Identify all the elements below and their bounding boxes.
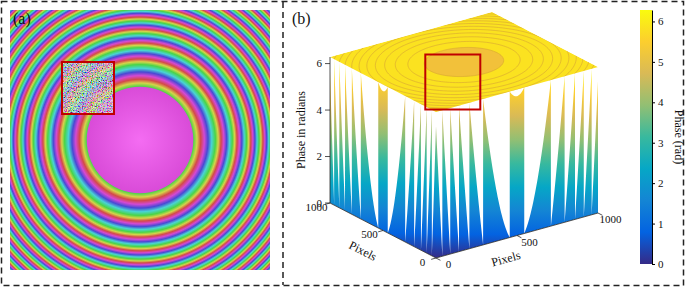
z-tick bbox=[325, 156, 330, 157]
x-tick bbox=[436, 258, 440, 260]
phase-ring bbox=[48, 48, 233, 233]
figure: (a)05001000050010000246PixelsPixelsPhase… bbox=[0, 0, 685, 287]
colorbar-tick-mark bbox=[652, 21, 655, 22]
highlight-box bbox=[62, 62, 114, 114]
surface-ring bbox=[375, 29, 552, 94]
colorbar-tick: 3 bbox=[652, 137, 664, 149]
surface-ring bbox=[395, 37, 532, 87]
colorbar-tick: 6 bbox=[652, 15, 664, 27]
surface-top-rings bbox=[327, 12, 602, 113]
colorbar-tick-mark bbox=[652, 264, 655, 265]
colorbar-tick: 1 bbox=[652, 218, 664, 230]
surface-ring bbox=[339, 16, 590, 108]
colorbar-tick-label: 1 bbox=[658, 218, 664, 230]
image-background bbox=[10, 10, 270, 270]
phase-ring bbox=[10, 10, 270, 270]
colorbar-tick: 5 bbox=[652, 56, 664, 68]
z-tick-label: 4 bbox=[317, 104, 323, 116]
z-tick bbox=[325, 203, 330, 204]
z-axis-line bbox=[330, 57, 331, 203]
phase-ring bbox=[33, 33, 246, 246]
colorbar-title: Phase (rad) bbox=[672, 110, 685, 164]
x-tick-label: 1000 bbox=[599, 213, 622, 225]
colorbar-tick-mark bbox=[652, 143, 655, 144]
phase-ring bbox=[10, 10, 270, 270]
colorbar-axis: 0 1 2 3 4 5 6 bbox=[652, 11, 664, 271]
phase-ring bbox=[21, 21, 259, 259]
z-tick bbox=[325, 110, 330, 111]
colorbar-tick-label: 0 bbox=[658, 258, 664, 270]
phase-ring bbox=[10, 10, 270, 270]
panel-label: (a) bbox=[13, 10, 31, 28]
surface-ring bbox=[332, 14, 595, 111]
x-tick-label: 0 bbox=[446, 258, 452, 270]
surface-ring bbox=[359, 23, 569, 100]
surface-top bbox=[330, 12, 598, 112]
z-tick-label: 2 bbox=[317, 150, 323, 162]
colorbar-tick-label: 3 bbox=[658, 137, 664, 149]
y-axis-title: Pixels bbox=[347, 238, 380, 264]
y-tick bbox=[378, 231, 383, 232]
phase-ring bbox=[10, 10, 270, 270]
y-tick-label: 500 bbox=[361, 228, 378, 240]
surface bbox=[327, 12, 602, 258]
colorbar-tick-label: 4 bbox=[658, 96, 664, 108]
colorbar-tick-mark bbox=[652, 183, 655, 184]
colorbar-tick-mark bbox=[652, 62, 655, 63]
panel-label: (b) bbox=[292, 10, 311, 28]
phase-ring bbox=[10, 10, 270, 270]
noise-region bbox=[62, 62, 114, 114]
colorbar-tick-label: 2 bbox=[658, 177, 664, 189]
colorbar-tick-label: 6 bbox=[658, 15, 664, 27]
colorbar-tick-mark bbox=[652, 224, 655, 225]
surface-ring bbox=[424, 47, 503, 76]
colorbar-tick: 0 bbox=[652, 258, 664, 270]
colorbar-tick-label: 5 bbox=[658, 56, 664, 68]
colorbar-tick: 4 bbox=[652, 96, 664, 108]
colorbar bbox=[640, 10, 652, 264]
surface-wall-left bbox=[330, 59, 436, 258]
colorbar-axis-line bbox=[652, 11, 653, 265]
colorbar-tick-mark bbox=[652, 102, 655, 103]
surface-ring bbox=[385, 33, 544, 91]
z-tick bbox=[325, 63, 330, 64]
highlight-box bbox=[425, 55, 480, 110]
phase-ring bbox=[10, 10, 270, 270]
x-axis-title: Pixels bbox=[490, 248, 522, 269]
colorbar-tick: 2 bbox=[652, 177, 664, 189]
surface-ring bbox=[367, 26, 561, 97]
y-tick-label: 0 bbox=[420, 256, 426, 268]
phase-ring bbox=[10, 10, 270, 270]
surface-wall-right bbox=[436, 69, 598, 258]
frame bbox=[2, 2, 684, 286]
divider bbox=[282, 2, 284, 285]
x-tick-label: 500 bbox=[521, 236, 538, 248]
z-tick-label: 6 bbox=[317, 57, 323, 69]
y-tick bbox=[431, 258, 436, 259]
surface-ring bbox=[327, 12, 602, 113]
phase-image bbox=[10, 10, 270, 270]
z-axis-title: Phase in radians bbox=[294, 91, 308, 169]
z-tick-label: 0 bbox=[317, 197, 323, 209]
